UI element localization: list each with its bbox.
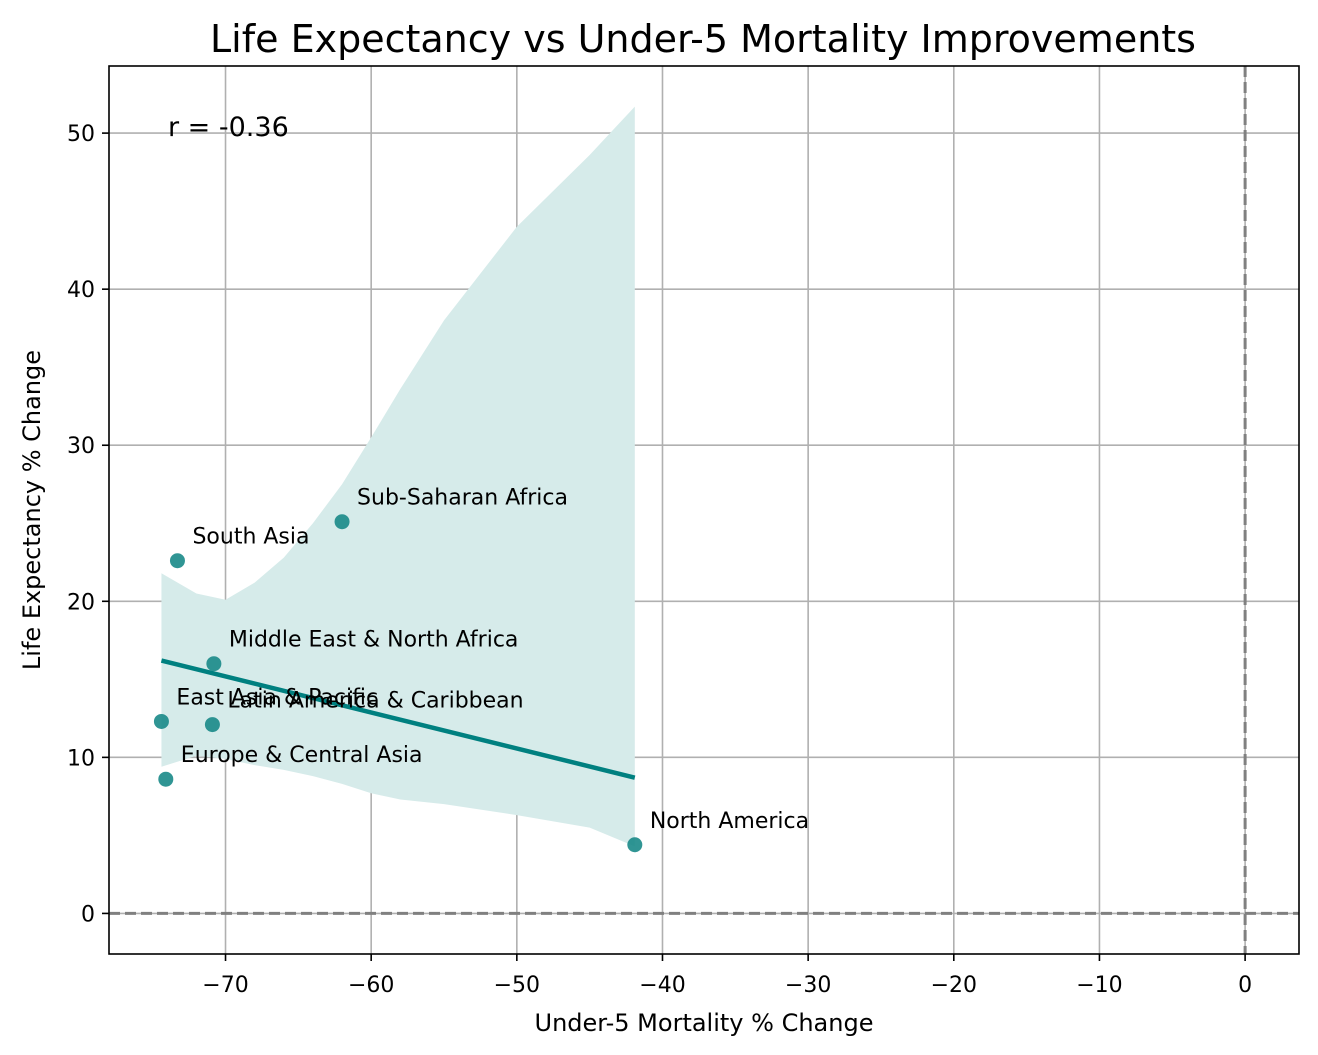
- y-tick-label: 30: [67, 434, 95, 459]
- y-gridlines: [109, 132, 1299, 915]
- data-point-label: Sub-Saharan Africa: [357, 486, 568, 511]
- data-point-label: Europe & Central Asia: [181, 743, 423, 768]
- plot-frame: [108, 65, 1300, 955]
- data-point-label: Middle East & North Africa: [229, 628, 519, 653]
- data-point-label: Latin America & Caribbean: [227, 689, 523, 714]
- x-tick-label: −20: [931, 973, 977, 998]
- x-axis-label: Under-5 Mortality % Change: [535, 1009, 874, 1037]
- y-tick-label: 50: [67, 122, 95, 147]
- y-tick-label: 0: [81, 902, 95, 927]
- data-point-label: North America: [650, 809, 809, 834]
- data-point: [627, 837, 643, 853]
- data-points: [153, 514, 643, 853]
- data-point-labels: East Asia & Pacific Europe & Central Asia…: [176, 486, 809, 834]
- confidence-band: [161, 106, 635, 847]
- x-tick-label: 0: [1238, 973, 1252, 998]
- x-tick-label: −30: [785, 973, 831, 998]
- x-tick-label: −40: [639, 973, 685, 998]
- x-tick-label: −50: [494, 973, 540, 998]
- data-point: [158, 771, 174, 787]
- x-tick-label: −70: [202, 973, 248, 998]
- y-axis-ticks: 0 10 20 30 40 50: [67, 122, 109, 927]
- y-tick-label: 40: [67, 278, 95, 303]
- correlation-annotation: r = -0.36: [168, 112, 289, 143]
- y-tick-label: 10: [67, 746, 95, 771]
- data-point-label: East Asia & Pacific: [176, 685, 378, 710]
- data-point: [153, 713, 169, 729]
- data-point: [206, 656, 222, 672]
- x-axis-ticks: −70 −60 −50 −40 −30 −20 −10 0: [202, 954, 1252, 998]
- y-tick-label: 20: [67, 590, 95, 615]
- chart-title: Life Expectancy vs Under-5 Mortality Imp…: [210, 17, 1196, 61]
- data-point: [204, 717, 220, 733]
- data-point-label: South Asia: [192, 525, 309, 550]
- y-axis-label: Life Expectancy % Change: [18, 350, 46, 670]
- regression-line: [160, 658, 636, 780]
- x-tick-label: −10: [1076, 973, 1122, 998]
- x-tick-label: −60: [348, 973, 394, 998]
- data-point: [169, 553, 185, 569]
- data-point: [334, 514, 350, 530]
